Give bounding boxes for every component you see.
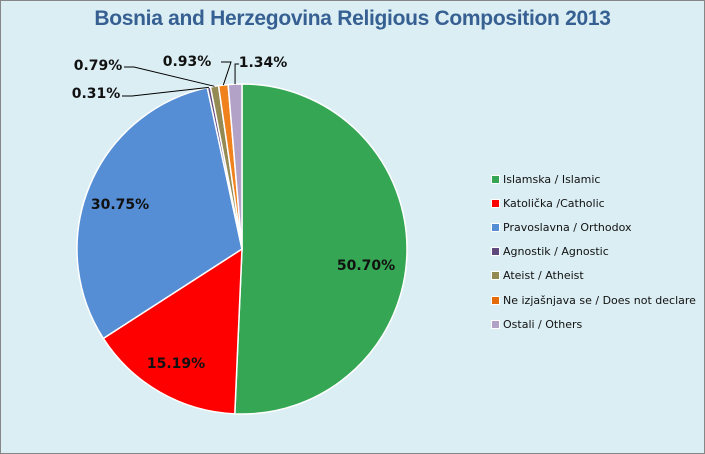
leader-line	[234, 63, 240, 85]
legend-label: Islamska / Islamic	[503, 172, 601, 186]
legend-item: Katolička /Catholic	[491, 191, 696, 215]
legend-item: Agnostik / Agnostic	[491, 240, 696, 264]
pie-slices	[76, 83, 408, 415]
pie-slice	[234, 83, 408, 415]
legend-item: Pravoslavna / Orthodox	[491, 215, 696, 239]
data-labels: 50.70% 15.19% 30.75% 0.31% 0.79% 0.93% 1.34%	[72, 54, 395, 372]
legend: Islamska / Islamic Katolička /Catholic Pra…	[491, 167, 696, 336]
legend-swatch-icon	[491, 247, 500, 257]
legend-label: Ne izjašnjava se / Does not declare	[503, 293, 696, 307]
legend-swatch-icon	[491, 295, 500, 305]
leader-line	[122, 86, 209, 97]
data-label: 15.19%	[147, 356, 205, 372]
pie-slice	[76, 86, 243, 340]
data-label: 0.93%	[163, 54, 212, 70]
legend-label: Agnostik / Agnostic	[503, 245, 609, 259]
legend-swatch-icon	[491, 222, 500, 232]
legend-swatch-icon	[491, 198, 500, 208]
data-label: 50.70%	[337, 258, 395, 274]
legend-swatch-icon	[491, 271, 500, 281]
legend-item: Ne izjašnjava se / Does not declare	[491, 288, 696, 312]
chart-title: Bosnia and Herzegovina Religious Composi…	[94, 7, 611, 30]
legend-item: Ostali / Others	[491, 312, 696, 336]
pie-slice	[227, 83, 243, 250]
pie-slice	[102, 247, 243, 415]
legend-swatch-icon	[491, 319, 500, 329]
leader-lines	[122, 61, 240, 97]
legend-label: Katolička /Catholic	[503, 196, 605, 210]
data-label: 0.79%	[74, 58, 123, 74]
leader-line	[124, 66, 215, 87]
legend-label: Pravoslavna / Orthodox	[503, 220, 632, 234]
data-label: 30.75%	[91, 197, 149, 213]
leader-line	[221, 61, 232, 86]
data-label: 0.31%	[72, 86, 121, 102]
legend-item: Ateist / Atheist	[491, 264, 696, 288]
legend-label: Ateist / Atheist	[503, 269, 584, 283]
data-label: 1.34%	[239, 55, 288, 71]
legend-swatch-icon	[491, 174, 500, 184]
legend-label: Ostali / Others	[503, 317, 583, 331]
legend-item: Islamska / Islamic	[491, 167, 696, 191]
